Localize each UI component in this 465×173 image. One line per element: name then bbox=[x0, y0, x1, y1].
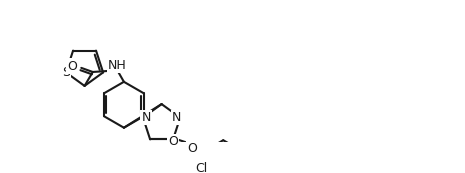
Text: O: O bbox=[67, 60, 77, 73]
Text: Cl: Cl bbox=[196, 162, 208, 173]
Text: N: N bbox=[172, 111, 181, 124]
Text: O: O bbox=[187, 142, 197, 155]
Text: O: O bbox=[168, 135, 178, 148]
Text: S: S bbox=[62, 66, 70, 79]
Text: N: N bbox=[142, 111, 151, 124]
Text: NH: NH bbox=[108, 59, 127, 72]
